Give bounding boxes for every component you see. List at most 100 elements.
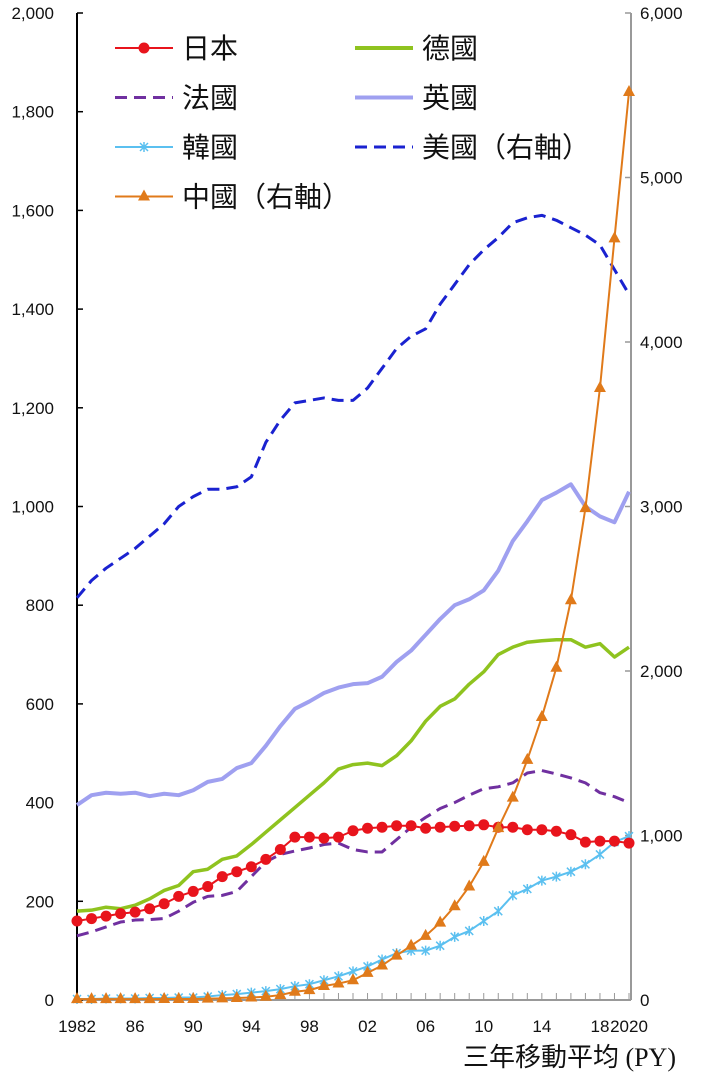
data-point	[71, 915, 83, 927]
data-point	[172, 992, 185, 1004]
data-point	[230, 991, 243, 1003]
data-point	[593, 381, 606, 393]
y-right-tick-label: 4,000	[640, 333, 683, 352]
x-tick-label: 18	[590, 1017, 609, 1036]
series-line	[77, 91, 630, 1001]
x-axis-label: 三年移動平均 (PY)	[463, 1043, 676, 1072]
data-point	[85, 992, 98, 1004]
legend-label: 法國	[182, 83, 238, 115]
y-right-tick-label: 0	[640, 991, 649, 1010]
legend-label: 英國	[422, 83, 478, 115]
data-point	[187, 992, 200, 1004]
data-point	[143, 992, 156, 1004]
data-point	[347, 825, 359, 837]
data-point	[260, 853, 272, 865]
x-tick-label: 94	[242, 1017, 261, 1036]
data-point	[303, 983, 316, 995]
data-point	[100, 910, 112, 922]
data-point	[129, 906, 141, 918]
data-point	[216, 991, 229, 1003]
data-point	[376, 958, 389, 970]
data-point	[579, 501, 592, 513]
legend-item: 英國	[355, 83, 478, 115]
data-point	[522, 883, 532, 894]
x-tick-label: 90	[184, 1017, 203, 1036]
data-point	[463, 879, 476, 891]
data-point	[289, 831, 301, 843]
data-point	[115, 908, 127, 920]
x-tick-label: 2020	[610, 1017, 648, 1036]
data-point	[245, 861, 257, 873]
data-point	[506, 790, 519, 802]
y-left-tick-label: 200	[26, 892, 54, 911]
data-point	[564, 593, 577, 605]
data-point	[608, 835, 620, 847]
data-point	[274, 988, 287, 1000]
y-right-tick-label: 5,000	[640, 169, 683, 188]
x-tick-label: 1982	[58, 1017, 96, 1036]
legend-marker	[139, 142, 149, 152]
data-point	[420, 822, 432, 834]
series-line	[76, 637, 630, 913]
data-point	[362, 822, 374, 834]
legend-item: 日本	[115, 33, 238, 65]
axes: 02004006008001,0001,2001,4001,6001,8002,…	[11, 4, 682, 1036]
data-point	[507, 821, 519, 833]
y-left-tick-label: 0	[45, 991, 54, 1010]
legend-item: 中國（右軸）	[115, 182, 350, 214]
legend-item: 美國（右軸）	[355, 132, 590, 164]
data-point	[449, 820, 461, 832]
data-point	[623, 84, 635, 96]
data-point	[434, 915, 447, 927]
data-point	[580, 859, 590, 870]
legend-label: 中國（右軸）	[182, 182, 350, 214]
y-left-tick-label: 2,000	[11, 4, 54, 23]
data-point	[566, 866, 576, 877]
data-point	[405, 820, 417, 832]
y-left-tick-label: 1,600	[11, 201, 54, 220]
data-point	[259, 989, 272, 1001]
data-point	[579, 836, 591, 848]
series-1	[76, 637, 630, 913]
data-point	[318, 832, 330, 844]
legend-label: 日本	[182, 33, 238, 65]
y-left-tick-label: 1,000	[11, 498, 54, 517]
data-point	[71, 992, 83, 1004]
data-point	[508, 890, 518, 901]
data-point	[391, 820, 403, 832]
series-5	[75, 213, 631, 599]
data-point	[114, 992, 127, 1004]
data-point	[303, 831, 315, 843]
data-point	[390, 948, 403, 960]
data-point	[448, 899, 461, 911]
data-point	[86, 913, 98, 925]
data-point	[332, 976, 345, 988]
data-point	[144, 903, 156, 915]
data-point	[551, 871, 561, 882]
data-point	[493, 906, 503, 917]
data-point	[623, 837, 635, 849]
x-tick-label: 98	[300, 1017, 319, 1036]
legend-item: 韓國	[115, 132, 238, 164]
series-line	[75, 213, 631, 599]
data-point	[608, 231, 621, 243]
legend-label: 韓國	[182, 132, 238, 164]
data-point	[419, 928, 432, 940]
data-point	[479, 916, 489, 927]
data-point	[492, 821, 505, 833]
y-left-tick-label: 600	[26, 695, 54, 714]
data-point	[521, 752, 534, 764]
x-tick-label: 02	[358, 1017, 377, 1036]
data-point	[565, 829, 577, 841]
data-point	[201, 991, 214, 1003]
y-left-tick-label: 400	[26, 794, 54, 813]
y-right-tick-label: 2,000	[640, 662, 683, 681]
data-point	[158, 992, 171, 1004]
data-point	[100, 992, 113, 1004]
data-point	[332, 831, 344, 843]
data-point	[158, 898, 170, 910]
x-tick-label: 06	[416, 1017, 435, 1036]
data-point	[435, 940, 445, 951]
legend-marker	[138, 189, 150, 201]
